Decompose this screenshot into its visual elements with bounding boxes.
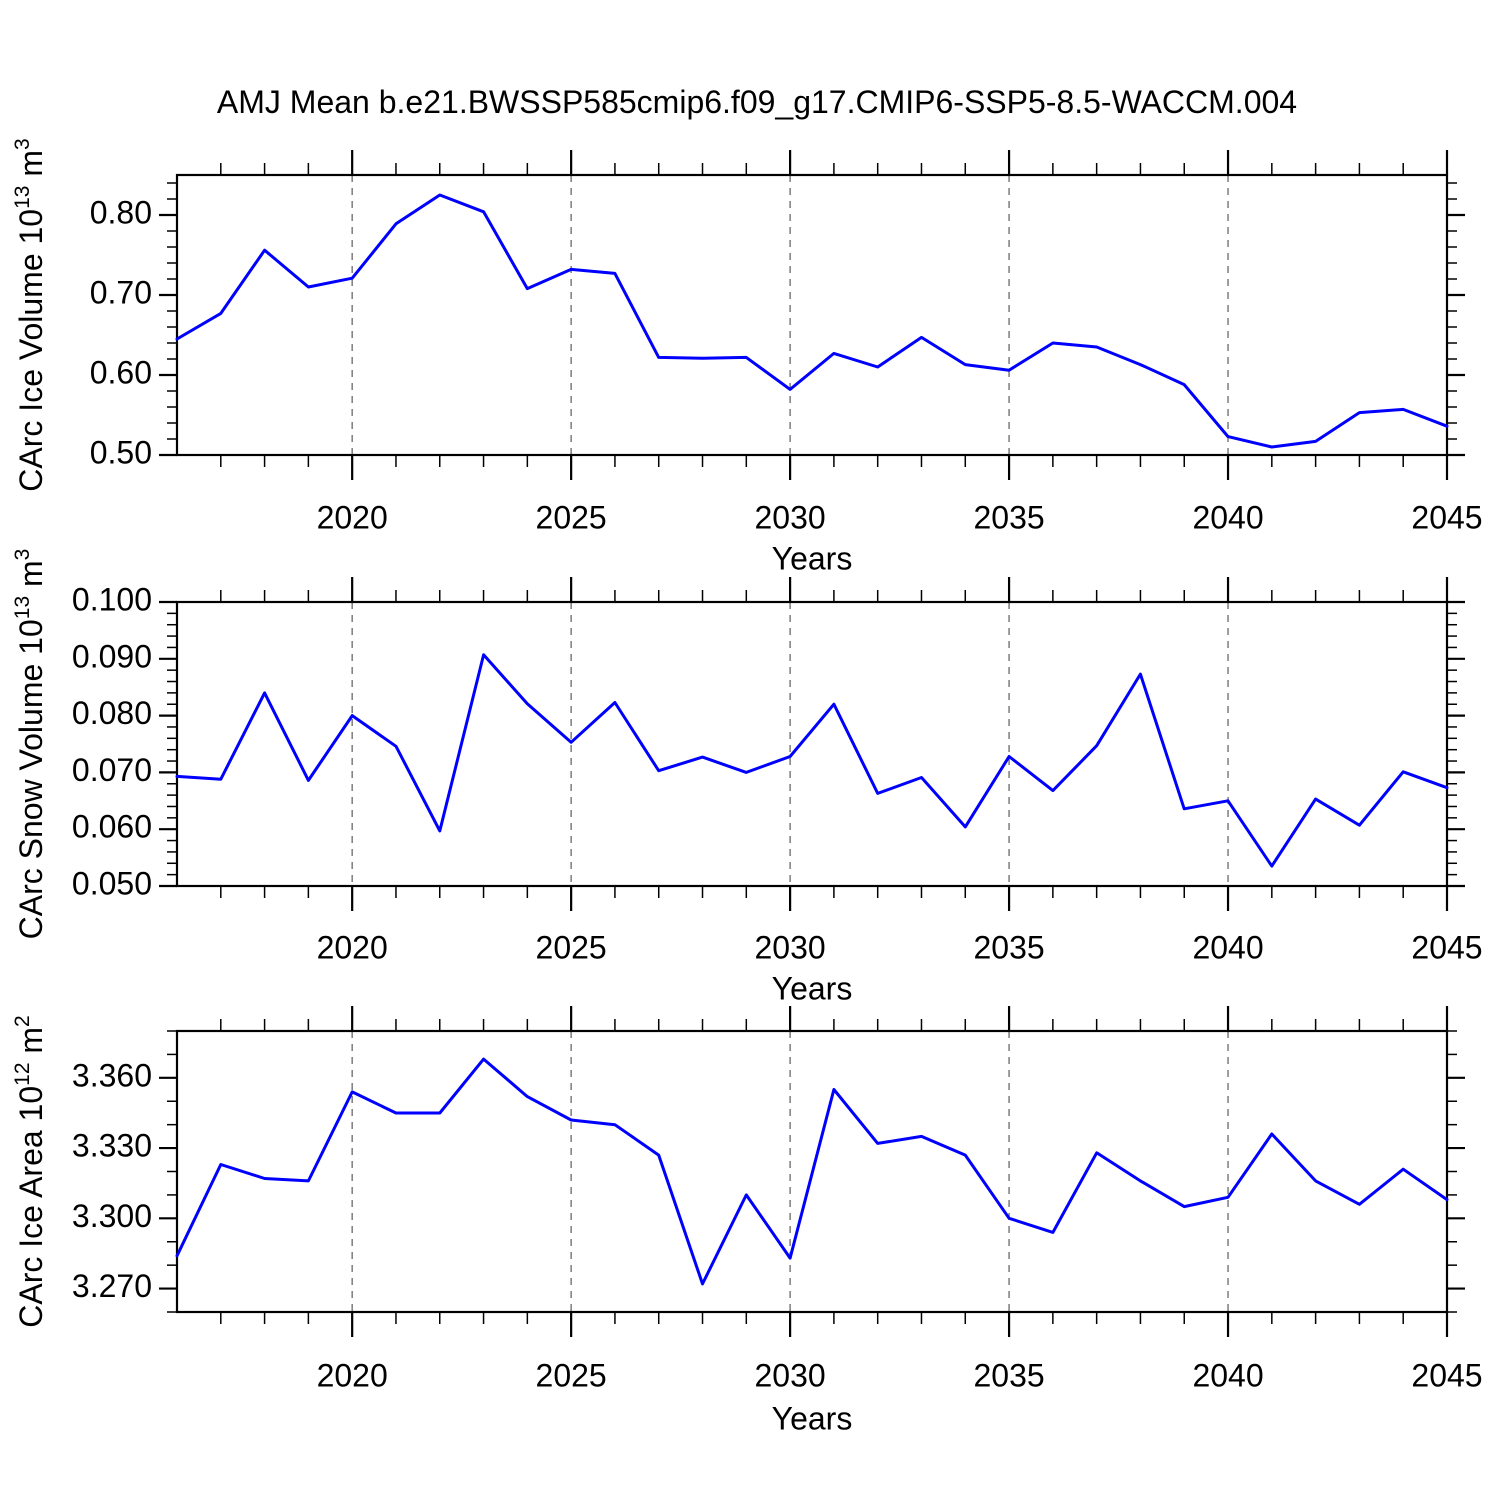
x-tick-label: 2030: [755, 499, 826, 535]
x-tick-label: 2020: [317, 1357, 388, 1393]
x-tick-label: 2035: [973, 499, 1044, 535]
y-tick-label: 0.70: [90, 274, 152, 310]
carc-snow-volume-line: [175, 653, 1449, 868]
x-tick-label: 2025: [536, 499, 607, 535]
y-tick-label: 3.270: [72, 1268, 152, 1304]
y-tick-label: 0.050: [72, 865, 152, 901]
y-tick-label: 0.50: [90, 434, 152, 470]
x-axis-title: Years: [772, 970, 853, 1006]
x-tick-label: 2035: [973, 929, 1044, 965]
x-tick-label: 2025: [536, 1357, 607, 1393]
x-tick-label: 2035: [973, 1357, 1044, 1393]
x-tick-label: 2045: [1411, 929, 1482, 965]
y-tick-label: 0.090: [72, 638, 152, 674]
x-tick-label: 2045: [1411, 499, 1482, 535]
y-tick-label: 0.060: [72, 809, 152, 845]
x-axis-title: Years: [772, 540, 853, 576]
carc-ice-volume-line: [175, 193, 1449, 449]
y-tick-label: 0.60: [90, 354, 152, 390]
y-axis-title: CArc Ice Volume 1013 m3: [11, 138, 49, 491]
y-axis-title: CArc Snow Volume 1013 m3: [11, 549, 49, 940]
y-tick-label: 3.330: [72, 1128, 152, 1164]
carc-ice-area-line: [175, 1057, 1449, 1286]
x-tick-label: 2020: [317, 929, 388, 965]
x-tick-label: 2025: [536, 929, 607, 965]
x-tick-label: 2040: [1192, 1357, 1263, 1393]
y-tick-label: 3.300: [72, 1198, 152, 1234]
y-tick-label: 0.100: [72, 581, 152, 617]
y-tick-label: 3.360: [72, 1057, 152, 1093]
plot-box: [175, 600, 1449, 888]
x-tick-label: 2040: [1192, 499, 1263, 535]
y-tick-label: 0.80: [90, 194, 152, 230]
y-axis-title: CArc Ice Area 1012 m2: [11, 1015, 49, 1327]
y-tick-label: 0.080: [72, 695, 152, 731]
plot-box: [175, 173, 1449, 457]
x-tick-label: 2020: [317, 499, 388, 535]
x-tick-label: 2030: [755, 1357, 826, 1393]
x-axis-title: Years: [772, 1400, 853, 1436]
x-tick-label: 2040: [1192, 929, 1263, 965]
plot-box: [175, 1029, 1449, 1314]
figure-title: AMJ Mean b.e21.BWSSP585cmip6.f09_g17.CMI…: [216, 84, 1298, 120]
y-tick-label: 0.070: [72, 752, 152, 788]
x-tick-label: 2030: [755, 929, 826, 965]
x-tick-label: 2045: [1411, 1357, 1482, 1393]
